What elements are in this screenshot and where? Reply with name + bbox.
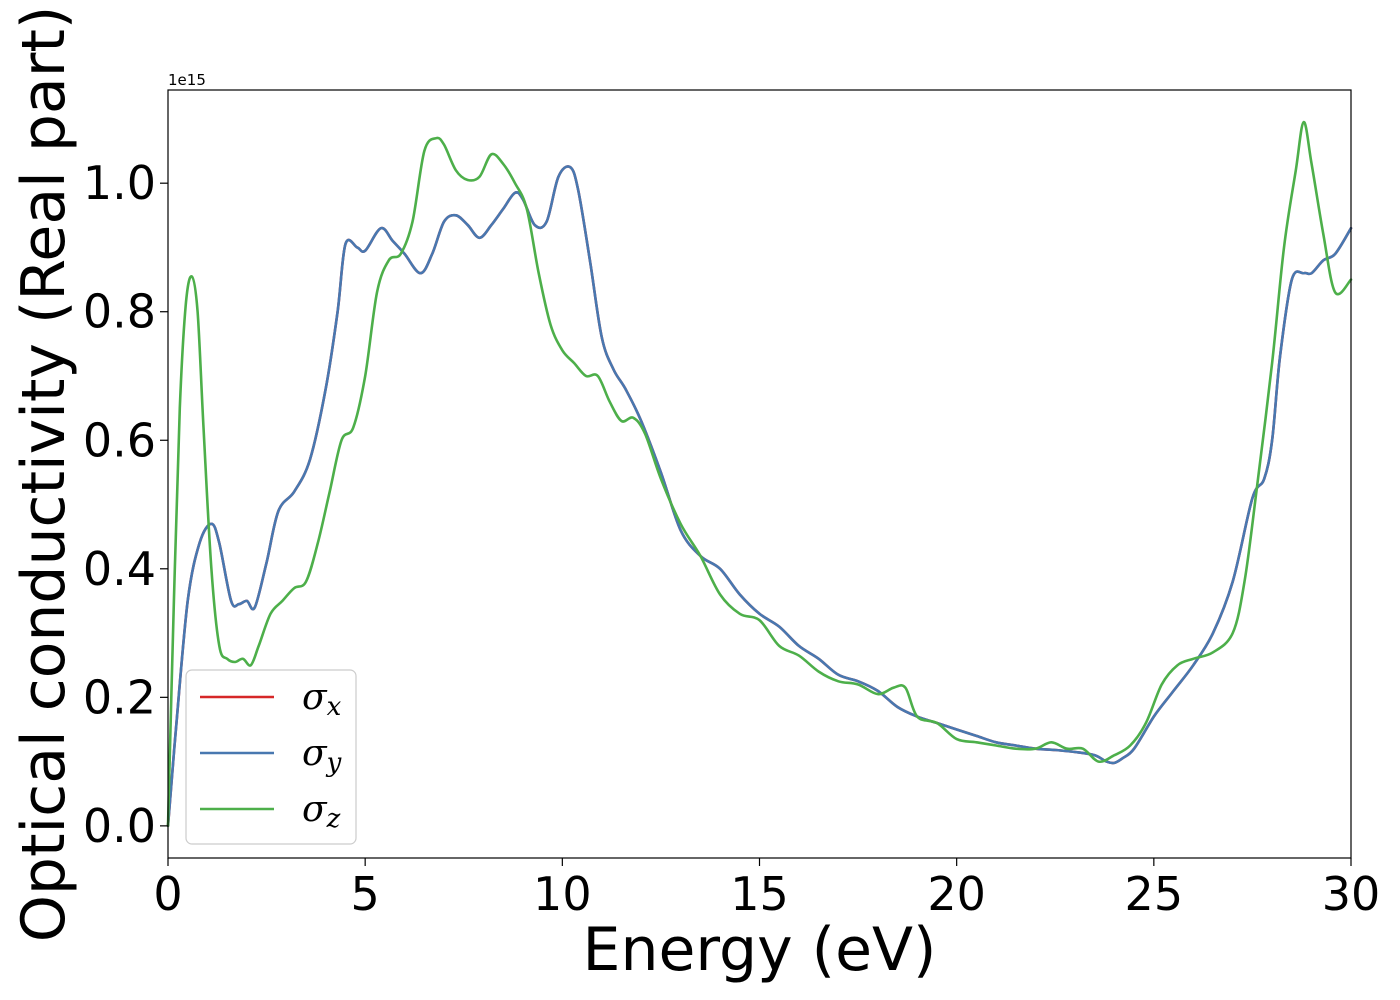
x-tick-label: 5 xyxy=(351,867,380,921)
legend: σx σy σz xyxy=(185,669,357,845)
y-tick-label: 0.0 xyxy=(83,799,156,853)
y-offset-label: 1e15 xyxy=(168,71,206,89)
series-layer xyxy=(166,120,1353,828)
y-tick-label: 0.6 xyxy=(83,413,156,467)
y-axis-label: Optical conductivity (Real part) xyxy=(9,6,79,943)
x-tick-label: 30 xyxy=(1322,867,1381,921)
x-tick-label: 10 xyxy=(533,867,592,921)
x-tick-label: 15 xyxy=(730,867,789,921)
y-tick-label: 0.4 xyxy=(83,542,156,596)
x-tick-label: 20 xyxy=(927,867,986,921)
legend-label-z: σz xyxy=(302,789,341,834)
series-line-y xyxy=(166,165,1353,828)
legend-box xyxy=(185,669,357,845)
series-line-z xyxy=(166,120,1353,828)
y-axis-ticks: 0.0 0.2 0.4 0.6 0.8 1.0 xyxy=(83,156,168,853)
legend-label-x: σx xyxy=(302,677,342,722)
y-tick-label: 1.0 xyxy=(83,156,156,210)
y-tick-label: 0.2 xyxy=(83,670,156,724)
x-axis-label: Energy (eV) xyxy=(583,915,937,985)
x-tick-label: 25 xyxy=(1125,867,1184,921)
legend-label-y: σy xyxy=(302,733,342,778)
y-tick-label: 0.8 xyxy=(83,285,156,339)
x-axis-ticks: 0 5 10 15 20 25 30 xyxy=(153,858,1380,921)
x-tick-label: 0 xyxy=(153,867,182,921)
